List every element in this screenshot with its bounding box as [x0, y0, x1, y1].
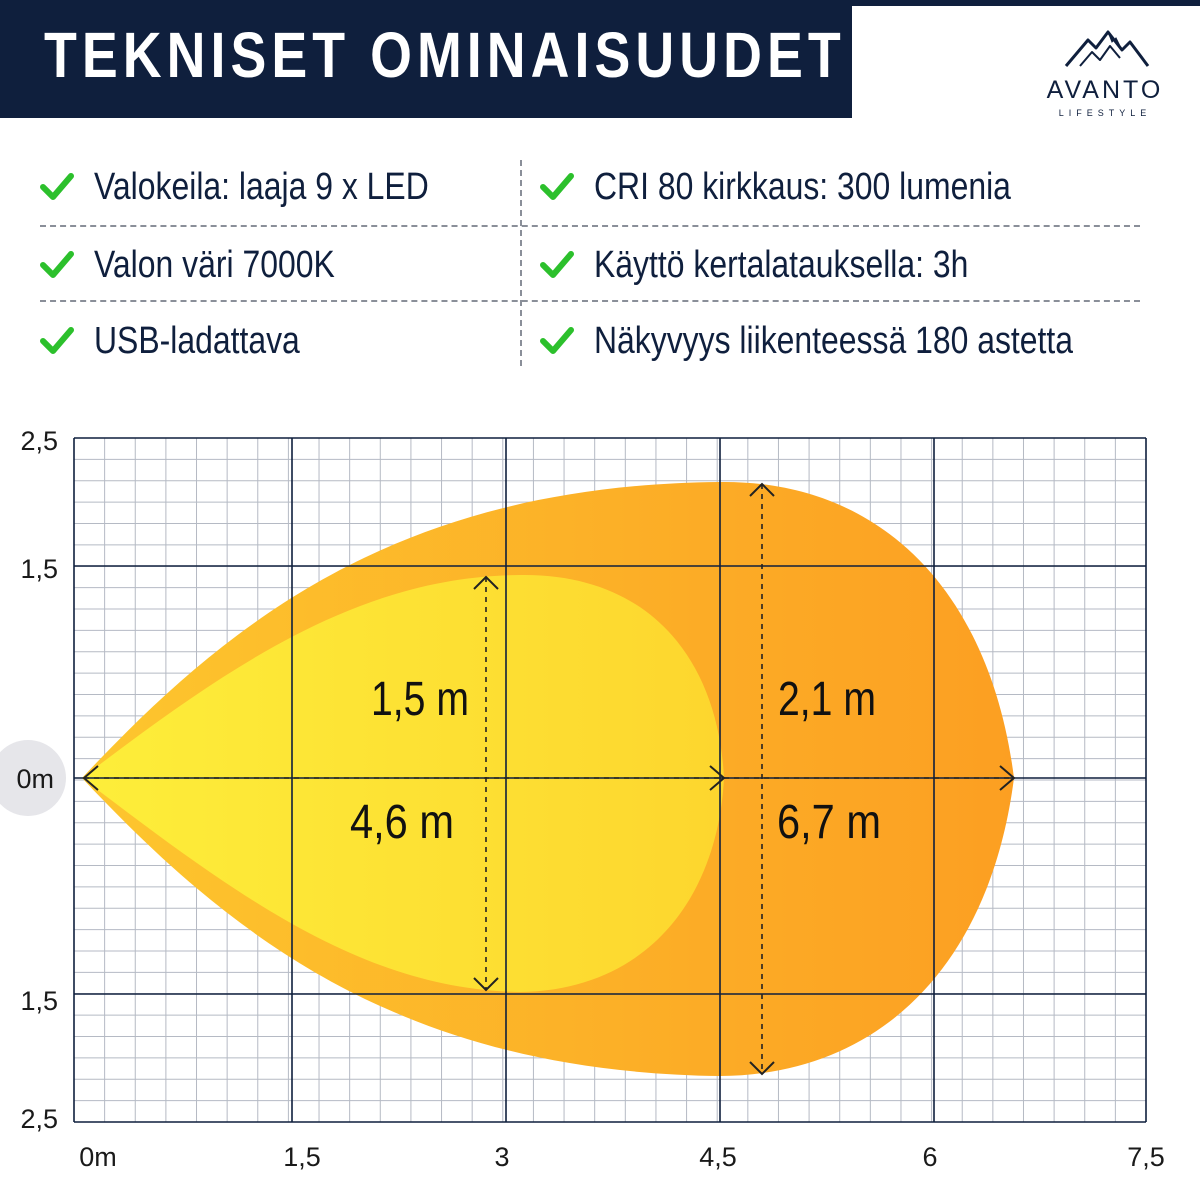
- check-icon: [540, 327, 574, 354]
- arrowhead: [999, 765, 1016, 791]
- x-tick-label: 3: [494, 1142, 509, 1172]
- check-icon: [540, 173, 574, 200]
- feature-label: Näkyvyys liikenteessä 180 astetta: [594, 320, 1074, 362]
- y-tick-label: 0m: [16, 764, 54, 794]
- x-tick-label: 7,5: [1127, 1142, 1165, 1172]
- arrowhead: [473, 977, 499, 992]
- page-title: TEKNISET OMINAISUUDET: [44, 19, 846, 91]
- y-tick-label: 1,5: [20, 554, 58, 584]
- feature-label: Käyttö kertalatauksella: 3h: [594, 244, 969, 286]
- check-icon: [40, 327, 74, 354]
- inner-beam-area: [82, 574, 724, 992]
- mountain-icon: [1064, 30, 1150, 67]
- top-rule: [852, 0, 1200, 6]
- y-tick-label: 2,5: [20, 426, 58, 456]
- inner-width-label: 1,5 m: [371, 673, 469, 726]
- row-divider: [40, 300, 1140, 302]
- x-tick-label: 6: [922, 1142, 937, 1172]
- feature-label: Valon väri 7000K: [94, 244, 335, 286]
- arrowhead: [473, 575, 499, 590]
- y-tick-label: 2,5: [20, 1104, 58, 1134]
- measure-lines: [82, 482, 1016, 1076]
- logo-tagline: LIFESTYLE: [1058, 108, 1152, 118]
- outer-width-label: 2,1 m: [778, 673, 876, 726]
- arrowhead: [749, 1061, 775, 1076]
- x-tick-label: 4,5: [699, 1142, 737, 1172]
- check-icon: [40, 251, 74, 278]
- column-divider: [520, 160, 522, 366]
- feature-label: CRI 80 kirkkaus: 300 lumenia: [594, 166, 1011, 208]
- arrowhead: [749, 482, 775, 497]
- arrowhead: [709, 765, 726, 791]
- feature-label: USB-ladattava: [94, 320, 300, 362]
- outer-length-label: 6,7 m: [777, 796, 881, 849]
- x-tick-label: 1,5: [283, 1142, 321, 1172]
- row-divider: [40, 225, 1140, 227]
- origin-marker: [0, 740, 66, 816]
- brand-logo: AVANTO LIFESTYLE: [1030, 26, 1180, 122]
- logo-name: AVANTO: [1046, 76, 1164, 104]
- check-icon: [40, 173, 74, 200]
- inner-length-label: 4,6 m: [350, 796, 454, 849]
- feature-label: Valokeila: laaja 9 x LED: [94, 166, 429, 208]
- title-banner: TEKNISET OMINAISUUDET: [0, 0, 852, 118]
- check-icon: [540, 251, 574, 278]
- x-tick-label: 0m: [79, 1142, 117, 1172]
- chart-frame: [73, 437, 1147, 1123]
- y-tick-label: 1,5: [20, 986, 58, 1016]
- arrowhead: [82, 765, 99, 791]
